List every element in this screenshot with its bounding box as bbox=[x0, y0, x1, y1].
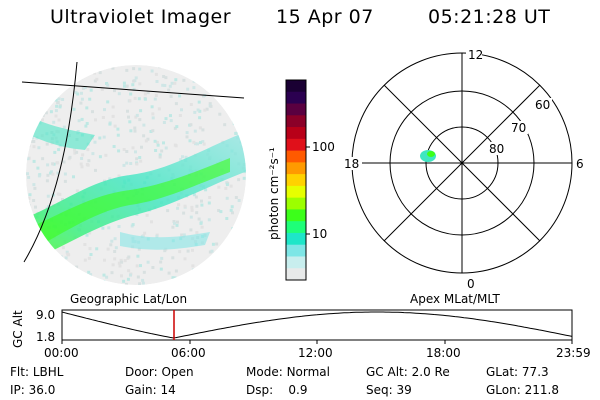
status-gc-alt: GC Alt: 2.0 Re bbox=[366, 365, 450, 379]
colorbar-tick-label-100: 100 bbox=[312, 140, 335, 154]
terminator-line bbox=[21, 81, 245, 99]
auroral-image bbox=[26, 65, 246, 285]
colorbar-swatches bbox=[286, 80, 306, 281]
mlt-label-0: 0 bbox=[467, 277, 475, 291]
colorbar-swatch bbox=[286, 91, 306, 105]
lat-label-70: 70 bbox=[511, 121, 526, 135]
apex-label: Apex MLat/MLT bbox=[410, 292, 500, 306]
colorbar-swatch bbox=[286, 256, 306, 269]
colorbar-frame bbox=[285, 79, 307, 281]
colorbar-swatch bbox=[286, 115, 306, 128]
y-tick-9: 9.0 bbox=[36, 308, 55, 322]
geographic-label: Geographic Lat/Lon bbox=[70, 292, 187, 306]
colorbar-swatch bbox=[286, 268, 306, 281]
observation-date: 15 Apr 07 bbox=[276, 6, 374, 28]
x-tick-1200: 12:00 bbox=[298, 346, 333, 360]
polar-aurora-core bbox=[427, 151, 435, 157]
colorbar-swatch bbox=[286, 150, 306, 163]
y-axis-title: GC Alt bbox=[11, 310, 25, 348]
status-gain: Gain: 14 bbox=[125, 383, 176, 397]
altitude-curve bbox=[61, 311, 573, 339]
status-door: Door: Open bbox=[125, 365, 194, 379]
x-tick-0000: 00:00 bbox=[44, 346, 79, 360]
colorbar-unit-label: photon cm⁻²s⁻¹ bbox=[267, 147, 281, 240]
colorbar-swatch bbox=[286, 80, 306, 93]
status-mode: Mode: Normal bbox=[246, 365, 330, 379]
status-dsp: Dsp: 0.9 bbox=[246, 383, 308, 397]
colorbar-swatch bbox=[286, 174, 306, 187]
mlt-label-18: 18 bbox=[344, 157, 359, 171]
observation-time: 05:21:28 UT bbox=[428, 6, 551, 28]
app-title: Ultraviolet Imager bbox=[50, 6, 232, 28]
lat-label-60: 60 bbox=[535, 98, 550, 112]
colorbar-swatch bbox=[286, 197, 306, 210]
colorbar-swatch bbox=[286, 185, 306, 199]
colorbar-swatch bbox=[286, 221, 306, 234]
status-glat: GLat: 77.3 bbox=[486, 365, 549, 379]
status-ip: IP: 36.0 bbox=[10, 383, 56, 397]
polar-diagonal-2 bbox=[383, 84, 541, 242]
colorbar-swatch bbox=[286, 232, 306, 246]
meridian-line bbox=[23, 61, 78, 263]
colorbar-swatch bbox=[286, 162, 306, 175]
mlt-label-12: 12 bbox=[468, 48, 483, 62]
colorbar-swatch bbox=[286, 138, 306, 152]
colorbar-swatch bbox=[286, 244, 306, 257]
status-seq: Seq: 39 bbox=[366, 383, 412, 397]
x-tick-1800: 18:00 bbox=[426, 346, 461, 360]
x-tick-0600: 06:00 bbox=[171, 346, 206, 360]
colorbar-swatch bbox=[286, 103, 306, 116]
colorbar-swatch bbox=[286, 127, 306, 140]
colorbar-tick-label-10: 10 bbox=[312, 227, 327, 241]
status-flt: Flt: LBHL bbox=[10, 365, 64, 379]
mlt-label-6: 6 bbox=[576, 157, 584, 171]
lat-label-80: 80 bbox=[489, 142, 504, 156]
y-tick-1-8: 1.8 bbox=[36, 330, 55, 344]
colorbar-swatch bbox=[286, 209, 306, 222]
x-tick-2359: 23:59 bbox=[556, 346, 591, 360]
status-glon: GLon: 211.8 bbox=[486, 383, 559, 397]
